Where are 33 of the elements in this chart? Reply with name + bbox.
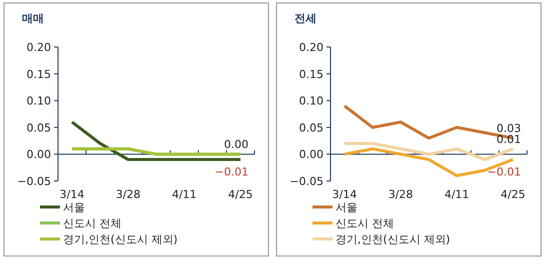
y-tick-label: 0.05 xyxy=(26,121,51,134)
legend-label: 경기,인천(신도시 제외) xyxy=(63,233,178,246)
legend-label: 신도시 전체 xyxy=(63,217,122,230)
y-tick-label: 0.00 xyxy=(26,148,51,162)
x-tick-label: 4/11 xyxy=(172,188,197,201)
legend-label: 서울 xyxy=(336,201,358,214)
legend-label: 서울 xyxy=(63,201,85,214)
data-label: 0.01 xyxy=(496,133,521,146)
y-tick-label: −0.05 xyxy=(17,175,51,188)
legend-label: 신도시 전체 xyxy=(336,217,394,230)
y-tick-label: −0.05 xyxy=(290,175,324,188)
y-tick-label: 0.20 xyxy=(299,41,324,54)
y-tick-label: 0.20 xyxy=(26,41,51,54)
chart-title: 매매 xyxy=(22,12,44,25)
x-tick-label: 3/28 xyxy=(388,188,414,201)
x-tick-label: 4/25 xyxy=(500,188,526,201)
y-tick-label: 0.05 xyxy=(299,121,324,134)
x-tick-label: 3/28 xyxy=(116,188,141,201)
x-tick-label: 4/11 xyxy=(444,188,470,201)
legend-label: 경기,인천(신도시 제외) xyxy=(336,233,450,246)
y-tick-label: 0.10 xyxy=(26,94,51,108)
x-tick-label: 4/25 xyxy=(228,188,253,201)
y-tick-label: 0.00 xyxy=(299,148,324,162)
y-tick-label: 0.15 xyxy=(26,68,51,81)
x-tick-label: 3/14 xyxy=(332,188,357,201)
y-tick-label: 0.10 xyxy=(299,94,324,108)
x-tick-label: 3/14 xyxy=(60,188,84,201)
data-label: 0.03 xyxy=(496,122,521,136)
y-tick-label: 0.15 xyxy=(299,68,324,81)
data-label: 0.00 xyxy=(224,138,248,152)
data-label: −0.01 xyxy=(214,166,248,179)
chart-title: 전세 xyxy=(294,12,316,25)
data-label: −0.01 xyxy=(487,166,521,179)
